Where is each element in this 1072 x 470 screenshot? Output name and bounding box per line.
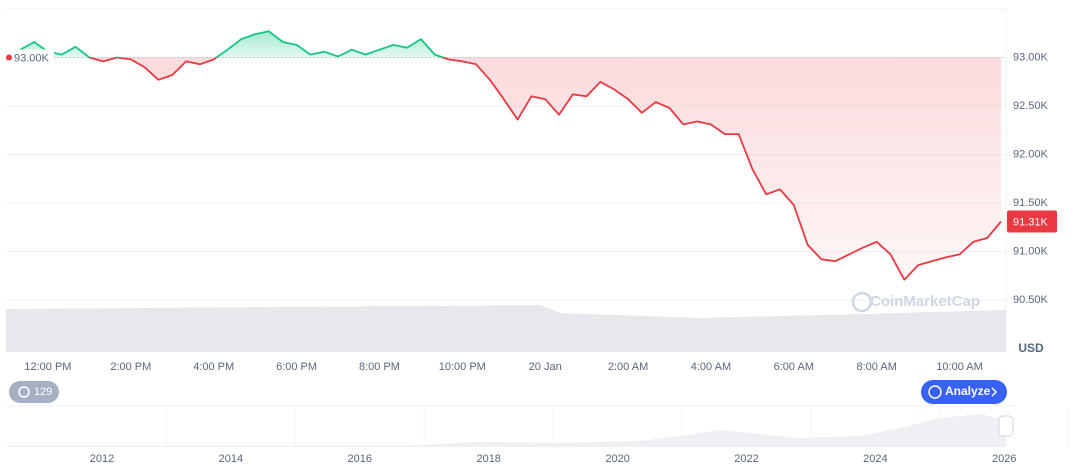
price-line bbox=[5, 30, 1002, 281]
analyze-icon bbox=[928, 385, 942, 399]
watermark: CoinMarketCap bbox=[870, 293, 980, 310]
navigator-tick-label: 2024 bbox=[863, 453, 887, 465]
x-tick-label: 4:00 AM bbox=[691, 361, 731, 373]
currency-label: USD bbox=[1018, 341, 1044, 355]
badge[interactable] bbox=[9, 381, 59, 403]
navigator-tick-label: 2020 bbox=[605, 453, 629, 465]
x-tick-label: 6:00 AM bbox=[774, 361, 814, 373]
volume-area bbox=[6, 305, 1006, 352]
navigator-tick-label: 2026 bbox=[992, 453, 1016, 465]
navigator-handle[interactable] bbox=[998, 415, 1014, 437]
current-price-tag bbox=[1007, 210, 1057, 233]
badge-count: 129 bbox=[34, 386, 52, 398]
baseline-label-box bbox=[10, 49, 54, 66]
y-tick-label: 92.00K bbox=[1013, 148, 1049, 160]
y-tick-label: 91.50K bbox=[1013, 197, 1049, 209]
y-tick-label: 93.00K bbox=[1013, 51, 1049, 63]
badge-icon bbox=[18, 386, 30, 398]
navigator-history bbox=[6, 414, 1006, 447]
navigator-tick-label: 2016 bbox=[348, 453, 372, 465]
analyze-button[interactable] bbox=[921, 380, 1007, 404]
y-tick-label: 92.50K bbox=[1013, 100, 1049, 112]
baseline-dot bbox=[6, 54, 12, 61]
x-tick-label: 2:00 PM bbox=[110, 361, 151, 373]
x-tick-label: 8:00 AM bbox=[857, 361, 897, 373]
navigator-tick-label: 2014 bbox=[219, 453, 243, 465]
x-tick-label: 6:00 PM bbox=[276, 361, 317, 373]
navigator-tick-label: 2012 bbox=[90, 453, 114, 465]
watermark-logo bbox=[851, 291, 873, 313]
current-price-label: 91.31K bbox=[1013, 216, 1049, 228]
analyze-text: Analyze bbox=[945, 384, 991, 398]
price-area bbox=[6, 31, 1001, 280]
x-tick-label: 20 Jan bbox=[529, 361, 562, 373]
x-tick-label: 10:00 PM bbox=[439, 361, 486, 373]
x-tick-label: 4:00 PM bbox=[193, 361, 234, 373]
y-tick-label: 90.50K bbox=[1013, 294, 1049, 306]
y-tick-label: 91.00K bbox=[1013, 245, 1049, 257]
x-tick-label: 2:00 AM bbox=[608, 361, 648, 373]
navigator-tick-label: 2018 bbox=[476, 453, 500, 465]
x-tick-label: 8:00 PM bbox=[359, 361, 400, 373]
x-tick-label: 12:00 PM bbox=[24, 361, 71, 373]
analyze-chevron bbox=[991, 387, 998, 397]
x-tick-label: 10:00 AM bbox=[936, 361, 982, 373]
navigator-tick-label: 2022 bbox=[734, 453, 758, 465]
baseline-label: 93.00K bbox=[14, 52, 50, 64]
